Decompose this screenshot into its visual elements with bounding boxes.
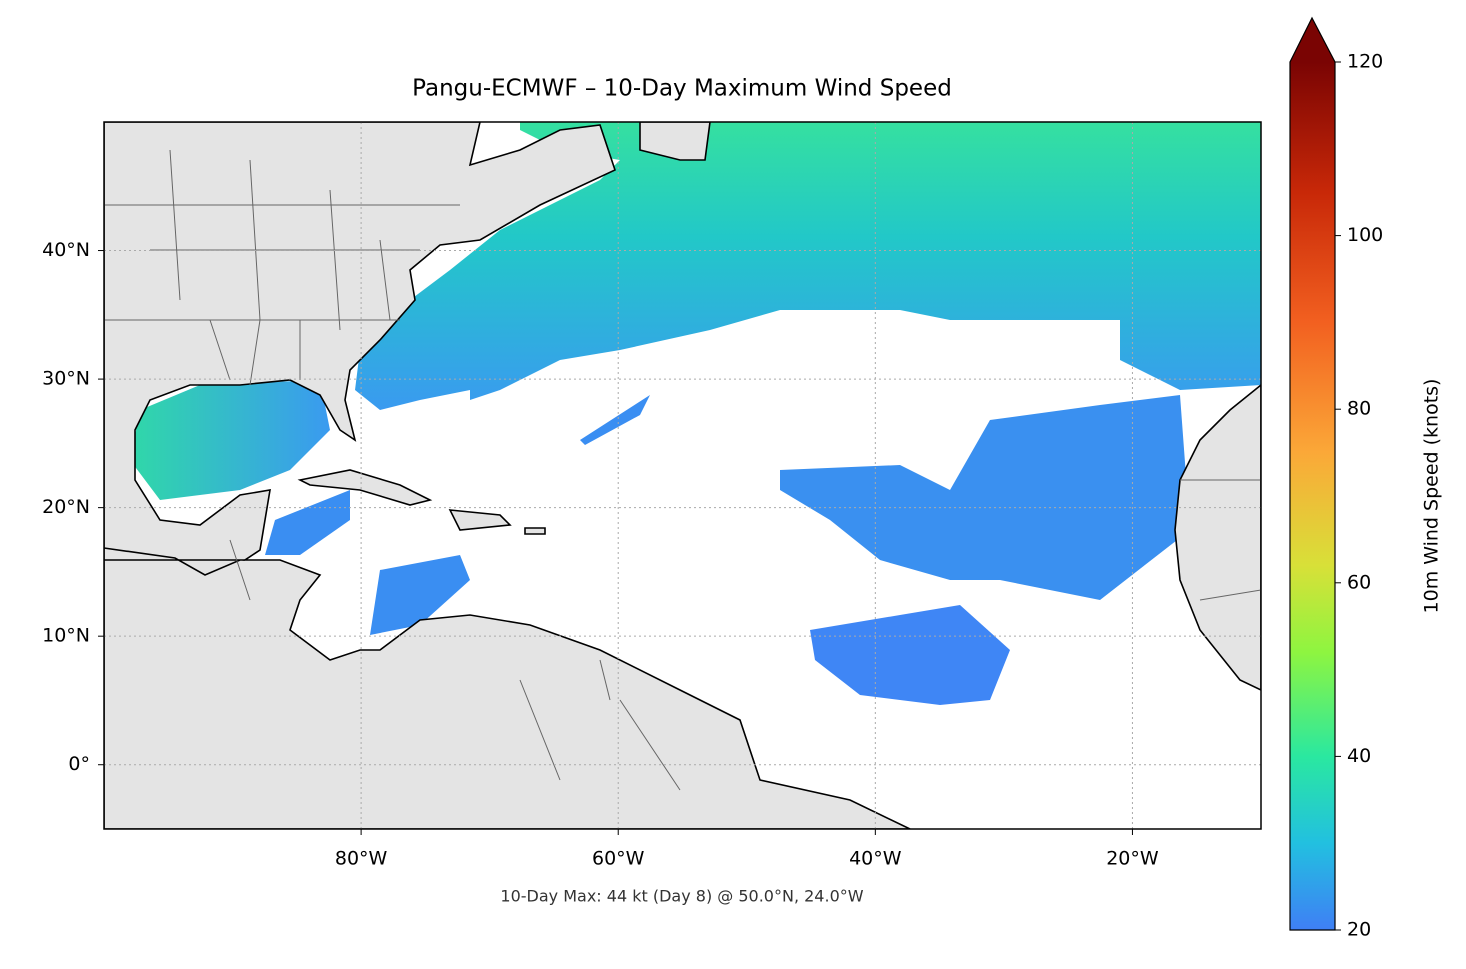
colorbar-label: 10m Wind Speed (knots) [1421, 379, 1443, 614]
colorbar-tick-label: 80 [1347, 398, 1371, 420]
lat-tick-label: 30°N [42, 368, 90, 390]
lon-tick-label: 80°W [335, 848, 388, 870]
map [104, 122, 1261, 829]
lon-tick-label: 20°W [1106, 848, 1159, 870]
lon-tick-label: 40°W [849, 848, 902, 870]
colorbar-tick-label: 40 [1347, 745, 1371, 767]
colorbar-frame [1289, 16, 1336, 931]
lat-tick-label: 0° [68, 753, 90, 775]
land [104, 122, 1261, 829]
colorbar-tick-label: 100 [1347, 224, 1383, 246]
colorbar [1290, 62, 1335, 930]
colorbar-tick-label: 60 [1347, 571, 1371, 593]
lat-tick-label: 10°N [42, 625, 90, 647]
lat-tick-label: 40°N [42, 239, 90, 261]
map-frame [103, 121, 1262, 830]
colorbar-tick-label: 20 [1347, 919, 1371, 941]
title: Pangu-ECMWF – 10-Day Maximum Wind Speed [412, 76, 952, 102]
lat-tick-label: 20°N [42, 496, 90, 518]
footer-note: 10-Day Max: 44 kt (Day 8) @ 50.0°N, 24.0… [500, 887, 863, 906]
wind-field [104, 122, 1261, 705]
colorbar-extend-arrow [1290, 18, 1335, 62]
lon-tick-label: 60°W [592, 848, 645, 870]
colorbar-tick-label: 120 [1347, 51, 1383, 73]
